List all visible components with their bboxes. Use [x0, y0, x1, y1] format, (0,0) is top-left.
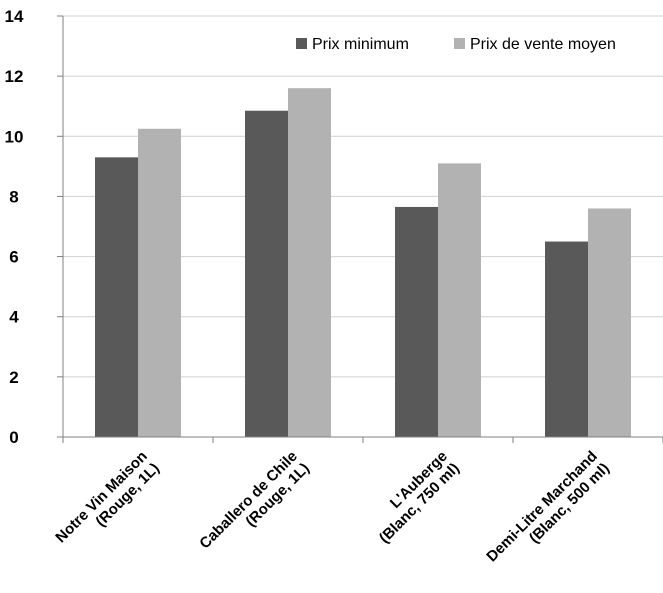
legend-swatch — [454, 38, 465, 49]
bar-prix-minimum — [95, 157, 138, 438]
x-category-label: Caballero de Chile(Rouge, 1L) — [196, 448, 313, 553]
y-tick-label: 6 — [9, 248, 18, 267]
bar-prix-minimum — [395, 206, 438, 437]
bar-prix-de-vente-moyen — [438, 163, 481, 437]
y-tick-label: 10 — [5, 127, 24, 146]
legend-label: Prix de vente moyen — [470, 36, 616, 53]
bar-prix-minimum — [545, 241, 588, 437]
bar-prix-de-vente-moyen — [288, 88, 331, 438]
bar-prix-minimum — [245, 110, 288, 437]
x-category-label: Notre Vin Maison(Rouge, 1L) — [52, 448, 162, 546]
x-category-label-line: Demi-Litre Marchand — [483, 448, 601, 566]
bar-prix-de-vente-moyen — [588, 208, 631, 437]
y-tick-label: 8 — [9, 187, 18, 206]
y-tick-label: 12 — [5, 67, 24, 86]
y-tick-label: 14 — [5, 7, 24, 26]
legend-swatch — [296, 38, 307, 49]
bars — [95, 88, 631, 438]
y-tick-label: 4 — [9, 308, 19, 327]
x-category-label: Demi-Litre Marchand(Blanc, 500 ml) — [483, 448, 613, 566]
y-axis-tick-labels: 0 2 4 6 8 10 12 14 — [5, 7, 24, 447]
legend-label: Prix minimum — [312, 36, 409, 53]
x-axis-category-labels: Notre Vin Maison(Rouge, 1L) Caballero de … — [52, 448, 613, 566]
y-tick-label: 2 — [9, 368, 18, 387]
x-category-label-line: Caballero de Chile — [196, 448, 301, 553]
legend: Prix minimum Prix de vente moyen — [296, 36, 616, 53]
axes — [57, 15, 663, 443]
y-tick-label: 0 — [9, 428, 18, 447]
x-category-label: L'Auberge(Blanc, 750 ml) — [376, 448, 463, 547]
bar-prix-de-vente-moyen — [138, 128, 181, 437]
